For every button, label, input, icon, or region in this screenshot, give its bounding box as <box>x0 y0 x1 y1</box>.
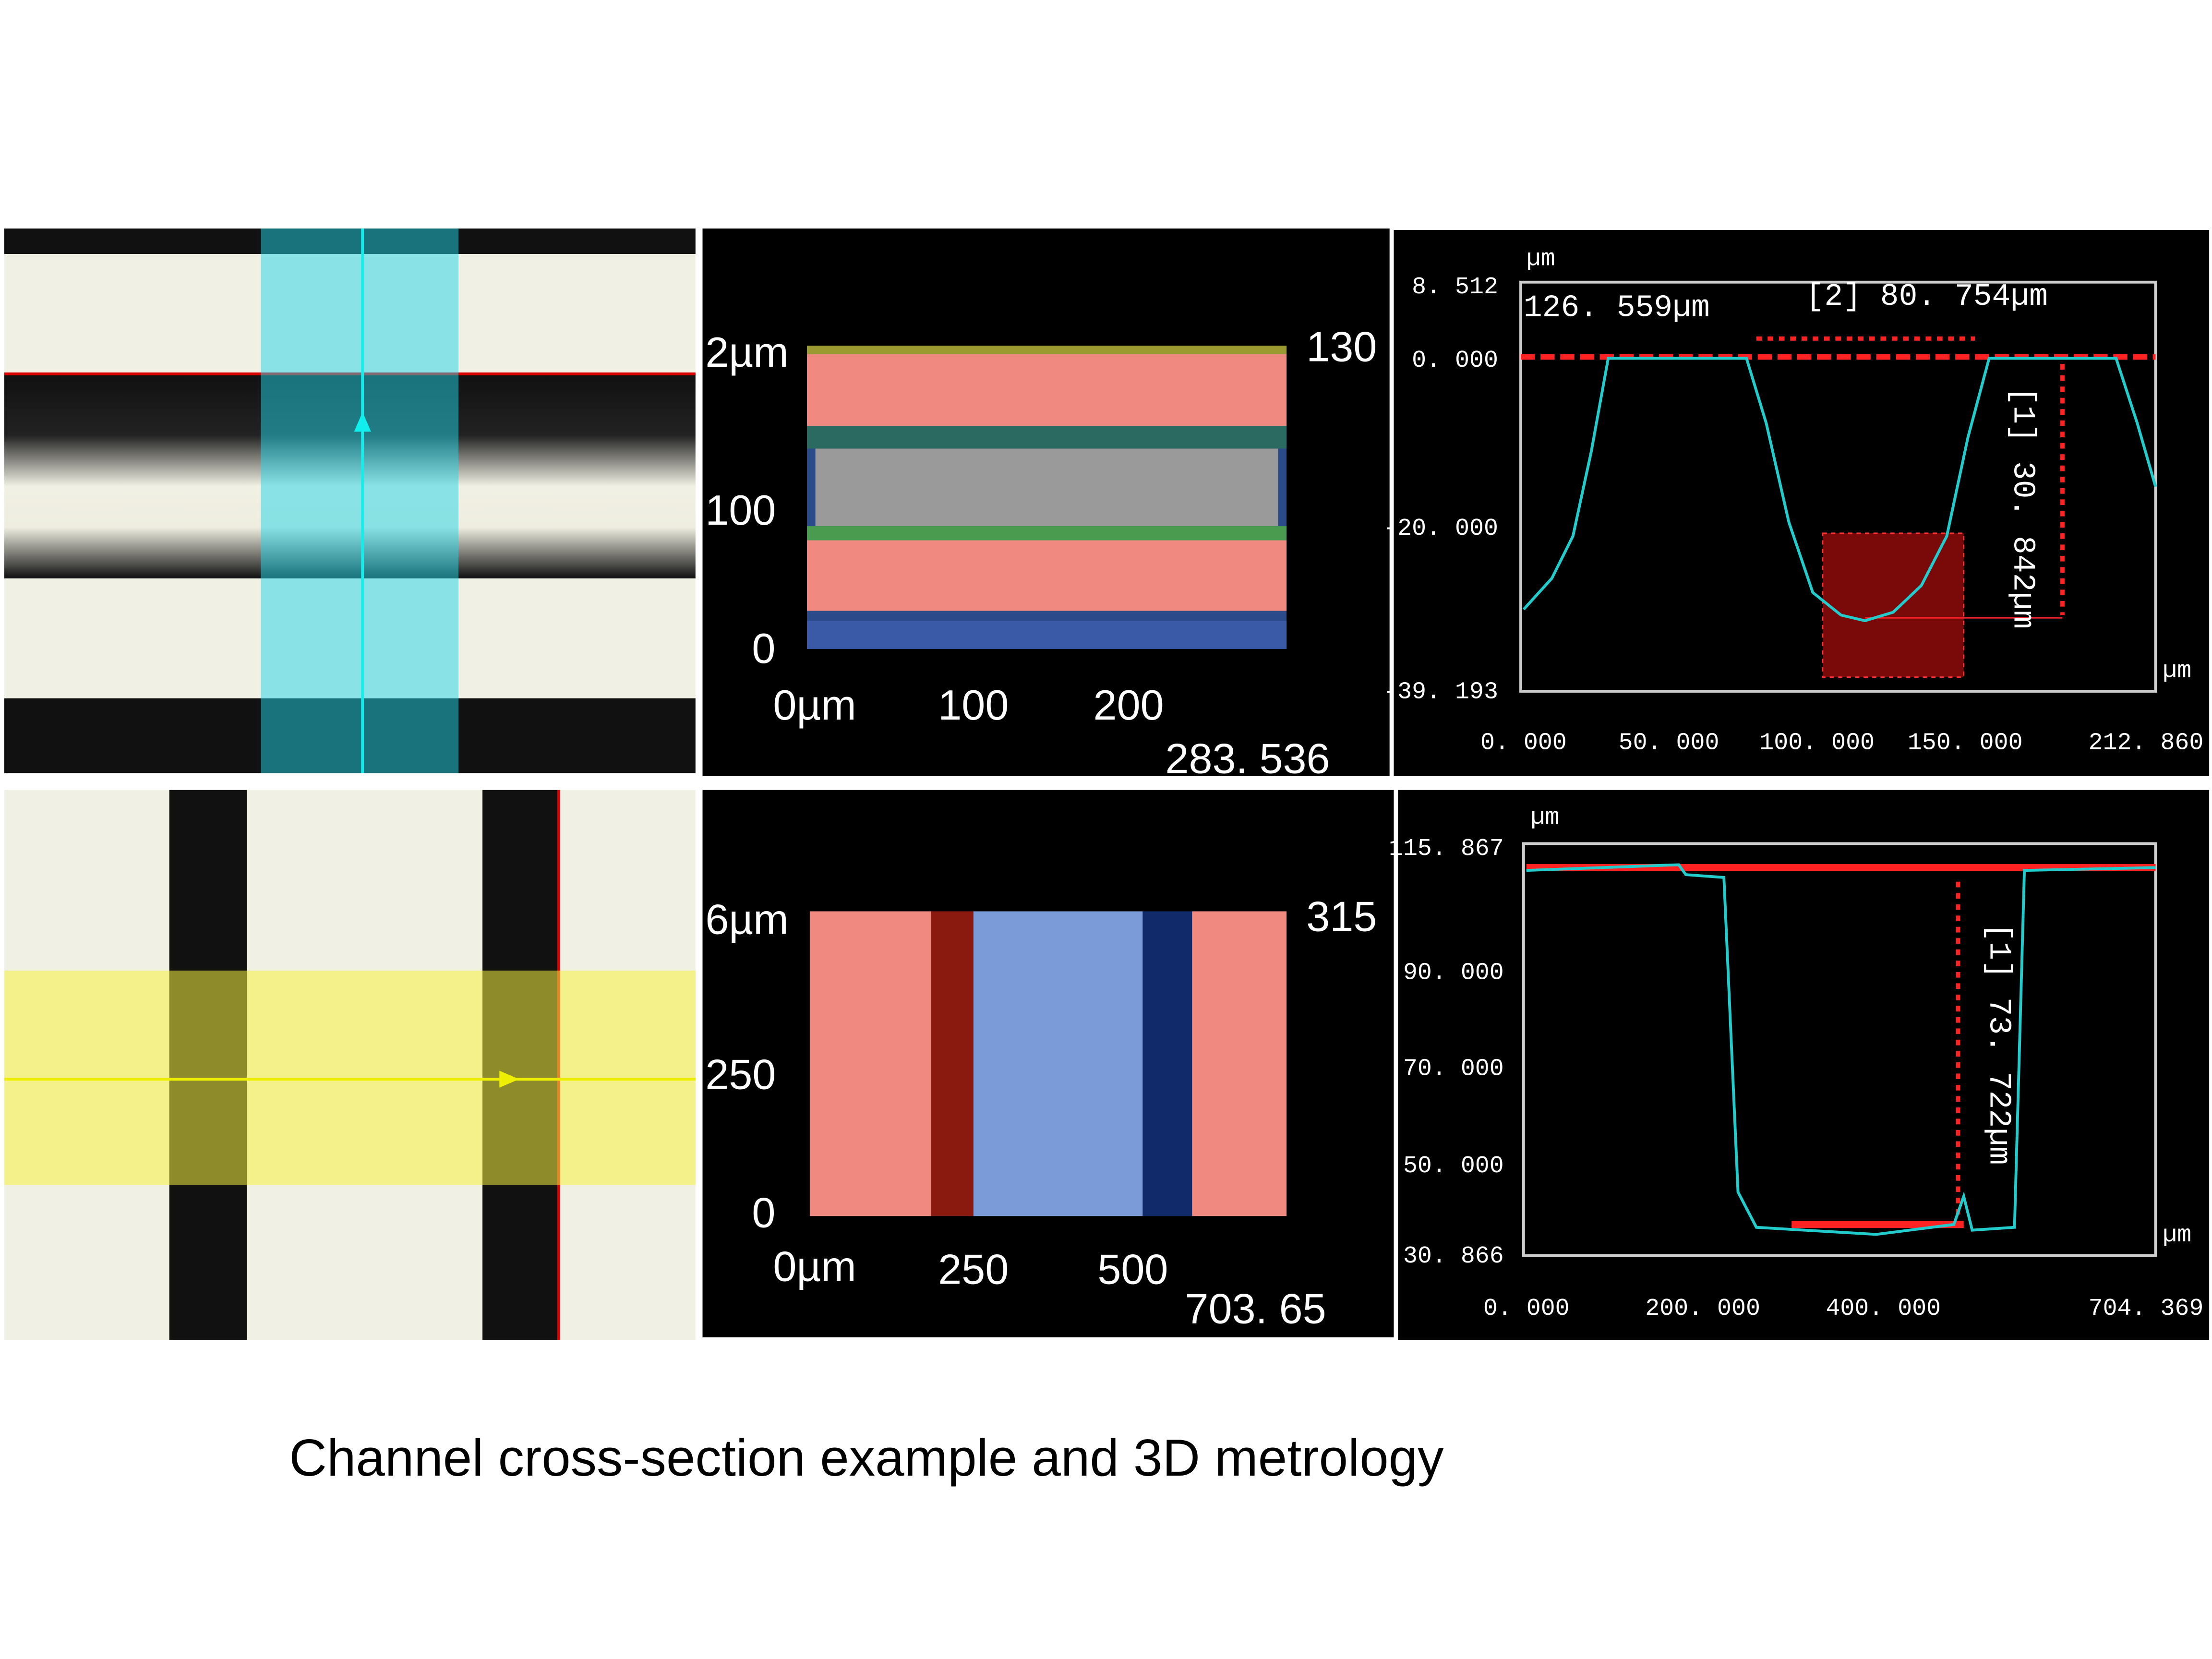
y-label: 0. 000 <box>1412 347 1498 374</box>
x-label: 0. 000 <box>1480 729 1567 756</box>
x-unit: µm <box>2163 657 2191 685</box>
ridge <box>806 540 1287 611</box>
plot-frame <box>1522 842 2157 1257</box>
y-label: 50. 000 <box>1403 1152 1504 1179</box>
annotation: [1] 73. 722µm <box>1981 923 2016 1165</box>
slope <box>806 526 1287 541</box>
ridge <box>1192 911 1287 1216</box>
y-label: 90. 000 <box>1403 959 1504 986</box>
ridge <box>809 911 931 1216</box>
profile-curve <box>1526 863 2156 1236</box>
x-label: 200. 000 <box>1645 1295 1760 1322</box>
annotation: [1] 30. 842µm <box>2005 387 2040 629</box>
y-label: 30. 866 <box>1403 1242 1504 1270</box>
x-label: 704. 369 <box>2089 1295 2204 1322</box>
y-label: 0 <box>752 625 775 672</box>
channel <box>806 621 1287 649</box>
ridge <box>806 354 1287 426</box>
slope <box>1142 911 1192 1216</box>
caption: Channel cross-section example and 3D met… <box>289 1429 1444 1487</box>
y-label: 70. 000 <box>1403 1055 1504 1082</box>
annotation: 126. 559µm <box>1524 290 1710 325</box>
x-label: 0µm <box>773 1242 856 1290</box>
x-end-label: 283. 536 <box>1165 734 1330 782</box>
y-label: 100 <box>705 486 776 534</box>
y-label: 8. 512 <box>1412 273 1498 301</box>
profile-top: µm 8. 512 0. 000 -20. 000 -39. 193 0. 00… <box>1383 230 2210 776</box>
z-label: 315 <box>1306 893 1377 940</box>
profile-bg <box>1398 790 2210 1340</box>
profile-bg <box>1394 230 2210 776</box>
height-map-top: 2µm 100 0 0µm 100 200 283. 536 130 <box>702 228 1390 782</box>
y-label: -20. 000 <box>1383 515 1498 542</box>
x-label: 212. 860 <box>2089 729 2204 756</box>
y-unit: µm <box>1531 804 1560 831</box>
x-end-label: 703. 65 <box>1185 1285 1326 1333</box>
y-label: 2µm <box>705 328 788 376</box>
map-edge <box>806 346 1287 354</box>
height-map-bottom: 6µm 250 0 0µm 250 500 703. 65 315 <box>702 790 1394 1337</box>
x-label: 0µm <box>773 681 856 729</box>
annotation: [2] 80. 754µm <box>1806 279 2048 314</box>
y-label: 115. 867 <box>1389 835 1504 862</box>
slope <box>806 426 1287 449</box>
micrograph-bottom <box>4 790 696 1340</box>
scan-arrow <box>354 412 371 432</box>
x-label: 250 <box>938 1245 1009 1293</box>
x-label: 500 <box>1097 1245 1168 1293</box>
scan-area <box>261 228 459 773</box>
x-label: 100 <box>938 681 1009 729</box>
y-label: -39. 193 <box>1383 678 1498 706</box>
x-label: 200 <box>1094 681 1164 729</box>
plot-frame <box>1519 280 2157 693</box>
roi-box <box>1822 532 1965 678</box>
x-unit: µm <box>2163 1221 2191 1249</box>
x-label: 100. 000 <box>1759 729 1875 756</box>
micrograph-top <box>4 228 696 773</box>
channel <box>973 911 1143 1216</box>
x-label: 50. 000 <box>1619 729 1719 756</box>
profile-bottom: µm 115. 867 90. 000 70. 000 50. 000 30. … <box>1389 790 2210 1340</box>
y-label: 250 <box>705 1051 776 1098</box>
channel <box>815 448 1278 527</box>
slope <box>931 911 974 1216</box>
x-label: 400. 000 <box>1826 1295 1941 1322</box>
y-label: 0 <box>752 1189 775 1237</box>
x-label: 0. 000 <box>1483 1295 1570 1322</box>
z-label: 130 <box>1306 323 1377 370</box>
y-unit: µm <box>1527 245 1555 272</box>
profile-curve <box>1522 357 2157 623</box>
y-label: 6µm <box>705 895 788 943</box>
scan-arrow <box>499 1070 519 1088</box>
x-label: 150. 000 <box>1908 729 2023 756</box>
